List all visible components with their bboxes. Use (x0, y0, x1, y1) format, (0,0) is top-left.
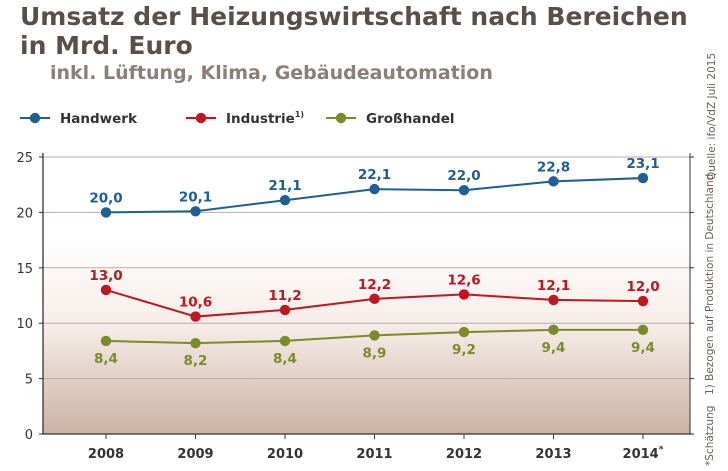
y-tick-label: 20 (16, 206, 33, 221)
y-tick-label: 5 (25, 373, 33, 388)
y-tick-label: 25 (16, 151, 33, 166)
x-tick-label: 2010 (267, 447, 303, 462)
y-tick-label: 10 (16, 317, 33, 332)
legend-entry: Großhandel (366, 111, 455, 127)
data-point (637, 295, 649, 307)
data-point (548, 176, 559, 187)
data-label: 20,1 (179, 189, 212, 205)
data-point (458, 185, 470, 196)
y-tick-label: 0 (25, 428, 33, 443)
data-point (637, 324, 649, 336)
y-tick-label: 15 (16, 262, 33, 277)
data-label: 23,1 (626, 156, 659, 172)
data-point (190, 311, 201, 322)
data-label: 11,2 (268, 288, 301, 304)
axes: 0 5 10 15 20 25 2008 2009 2010 2011 2012 2013 2014* (16, 151, 694, 462)
data-label: 9,2 (452, 342, 476, 358)
legend-marker (335, 112, 347, 124)
x-tick-label: 2012 (446, 447, 482, 462)
data-point (369, 183, 380, 195)
data-label: 8,4 (94, 351, 118, 367)
data-label: 12,2 (358, 277, 391, 293)
data-point (637, 172, 649, 184)
data-point (279, 195, 291, 206)
data-label: 8,9 (363, 345, 387, 361)
data-point (458, 326, 470, 338)
x-tick-label: 2013 (535, 447, 571, 462)
series-group: 20,0 20,1 21,1 22,1 22,0 22,8 23,1 13,0 10,6 11,2… (89, 156, 659, 369)
data-point (548, 294, 559, 306)
data-point (458, 289, 470, 300)
x-tick-label: 2011 (356, 447, 392, 462)
legend-entry: Handwerk (60, 111, 138, 127)
legend-entry: Industrie1) (226, 110, 304, 127)
legend-superscript: 1) (295, 110, 304, 119)
data-label: 8,2 (184, 353, 208, 369)
data-label: 9,4 (542, 340, 566, 356)
data-label: 12,6 (447, 272, 480, 288)
gridlines (43, 156, 690, 380)
data-label: 10,6 (179, 295, 212, 311)
x-tick-label: 2009 (177, 447, 213, 462)
plot-background (43, 240, 690, 434)
data-label: 22,1 (358, 167, 391, 183)
data-point (100, 335, 112, 347)
data-point (369, 330, 380, 341)
legend-marker (29, 112, 41, 124)
data-point (279, 335, 291, 347)
data-point (100, 207, 112, 218)
data-point (548, 324, 559, 336)
data-label: 13,0 (89, 268, 122, 284)
data-label: 21,1 (268, 178, 301, 194)
legend-marker (195, 112, 207, 124)
x-tick-label: 2014* (623, 445, 664, 462)
data-label: 22,0 (447, 168, 480, 184)
data-point (190, 206, 201, 217)
data-point (279, 304, 291, 316)
data-label: 20,0 (89, 190, 122, 206)
data-label: 8,4 (273, 351, 297, 367)
chart-subtitle: inkl. Lüftung, Klima, Gebäudeautomation (50, 62, 493, 84)
data-label: 12,1 (537, 278, 570, 294)
x-tick-label: 2008 (88, 447, 124, 462)
x-tick-mark: * (659, 445, 664, 455)
data-label: 22,8 (537, 159, 570, 175)
legend: Handwerk Industrie1) Großhandel (20, 110, 455, 127)
data-point (369, 293, 380, 305)
chart-title: Umsatz der Heizungswirtschaft nach Berei… (20, 2, 688, 60)
data-label: 12,0 (626, 279, 659, 295)
data-point (100, 284, 112, 296)
data-point (190, 337, 201, 349)
data-label: 9,4 (631, 340, 655, 356)
